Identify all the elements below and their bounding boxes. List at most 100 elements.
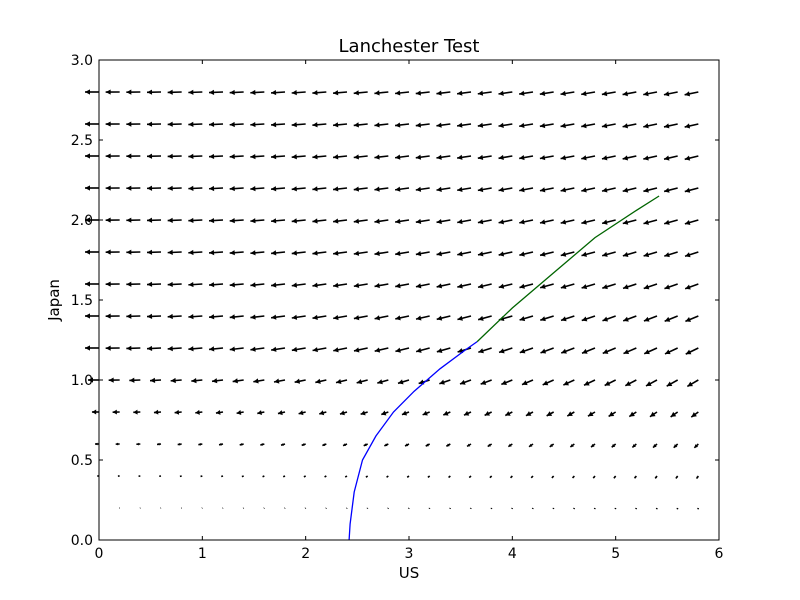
quiver-arrow (685, 347, 699, 355)
quiver-arrow (260, 443, 265, 446)
quiver-arrow (280, 443, 286, 446)
quiver-arrow (583, 379, 596, 387)
quiver-arrow (593, 507, 596, 510)
quiver-arrow (622, 315, 637, 322)
quiver-arrow (422, 410, 430, 416)
chart-title: Lanchester Test (339, 36, 480, 57)
quiver-arrow (126, 345, 141, 351)
quiver-arrow (684, 155, 699, 161)
quiver-arrow (643, 123, 658, 129)
quiver-arrow (273, 378, 286, 384)
quiver-arrow (291, 314, 306, 320)
x-tick-label: 2 (301, 546, 310, 562)
quiver-arrow (477, 186, 492, 193)
quiver-arrow (138, 475, 141, 477)
quiver-arrow (360, 410, 368, 416)
quiver-arrow (108, 377, 120, 383)
quiver-arrow (167, 346, 182, 352)
quiver-arrow (542, 379, 554, 386)
quiver-arrow (229, 218, 244, 224)
quiver-arrow (622, 155, 637, 161)
quiver-arrow (386, 475, 389, 478)
quiver-arrow (208, 153, 224, 160)
y-tick-label: 2.5 (71, 133, 93, 149)
quiver-arrow (250, 282, 265, 288)
quiver-arrow (551, 475, 555, 479)
quiver-arrow (129, 377, 141, 383)
quiver-arrow (560, 315, 575, 322)
quiver-arrow (521, 379, 534, 386)
quiver-arrow (643, 251, 658, 258)
quiver-arrow (395, 122, 410, 128)
quiver-arrow (221, 475, 224, 478)
quiver-arrow (697, 507, 700, 510)
quiver-arrow (312, 154, 327, 160)
quiver-arrow (623, 347, 637, 355)
quiver-arrow (581, 187, 596, 193)
quiver-arrow (614, 507, 617, 510)
quiver-arrow (608, 411, 617, 418)
quiver-arrow (250, 314, 265, 320)
quiver-arrow (436, 315, 451, 321)
quiver-arrow (208, 121, 224, 128)
x-tick-label: 5 (611, 546, 620, 562)
quiver-arrow (498, 219, 513, 225)
quiver-arrow (546, 411, 555, 417)
quiver-arrow (146, 217, 162, 223)
quiver-arrow (271, 314, 286, 320)
quiver-arrow (664, 315, 678, 322)
quiver-arrow (250, 346, 265, 352)
quiver-arrow (146, 281, 162, 287)
quiver-arrow (622, 251, 637, 257)
quiver-arrow (643, 155, 658, 161)
quiver-arrow (229, 282, 244, 288)
quiver-arrow (459, 379, 472, 385)
quiver-arrow (457, 283, 472, 289)
quiver-arrow (490, 507, 493, 510)
quiver-arrow (415, 90, 430, 96)
quiver-arrow (649, 411, 658, 418)
quiver-arrow (229, 185, 244, 192)
quiver-arrow (539, 187, 554, 193)
quiver-arrow (250, 121, 265, 128)
quiver-arrow (395, 154, 410, 160)
quiver-arrow (415, 154, 430, 160)
quiver-arrow (684, 219, 699, 226)
quiver-arrow (353, 315, 368, 321)
quiver-arrow (146, 313, 162, 319)
quiver-arrow (425, 443, 431, 447)
quiver-arrow (652, 443, 658, 449)
quiver-arrow (552, 507, 555, 510)
quiver-arrow (374, 154, 389, 160)
quiver-arrow (684, 123, 699, 129)
quiver-arrow (664, 347, 679, 355)
quiver-arrow (663, 187, 678, 193)
quiver-arrow (457, 122, 472, 128)
quiver-arrow (539, 219, 554, 225)
quiver-arrow (663, 155, 678, 161)
quiver-arrow (188, 346, 203, 352)
quiver-arrow (312, 122, 327, 128)
quiver-arrow (664, 283, 678, 290)
quiver-arrow (439, 379, 451, 385)
quiver-arrow (105, 121, 120, 127)
quiver-arrow (442, 410, 451, 416)
quiver-arrow (539, 90, 554, 96)
quiver-arrow (415, 186, 430, 192)
quiver-arrow (507, 443, 513, 448)
quiver-arrow (415, 347, 430, 353)
quiver-arrow (573, 507, 576, 510)
quiver-arrow (85, 281, 99, 287)
quiver-arrow (353, 154, 368, 160)
quiver-arrow (374, 282, 389, 289)
quiver-arrow (126, 89, 141, 95)
quiver-arrow (250, 250, 265, 256)
quiver-arrow (560, 123, 575, 129)
quiver-arrow (415, 218, 430, 224)
quiver-arrow (153, 409, 162, 415)
quiver-arrow (156, 442, 162, 446)
quiver-arrow (167, 281, 182, 288)
quiver-arrow (291, 186, 306, 192)
quiver-arrow (498, 90, 513, 96)
quiver-arrow (601, 187, 616, 193)
